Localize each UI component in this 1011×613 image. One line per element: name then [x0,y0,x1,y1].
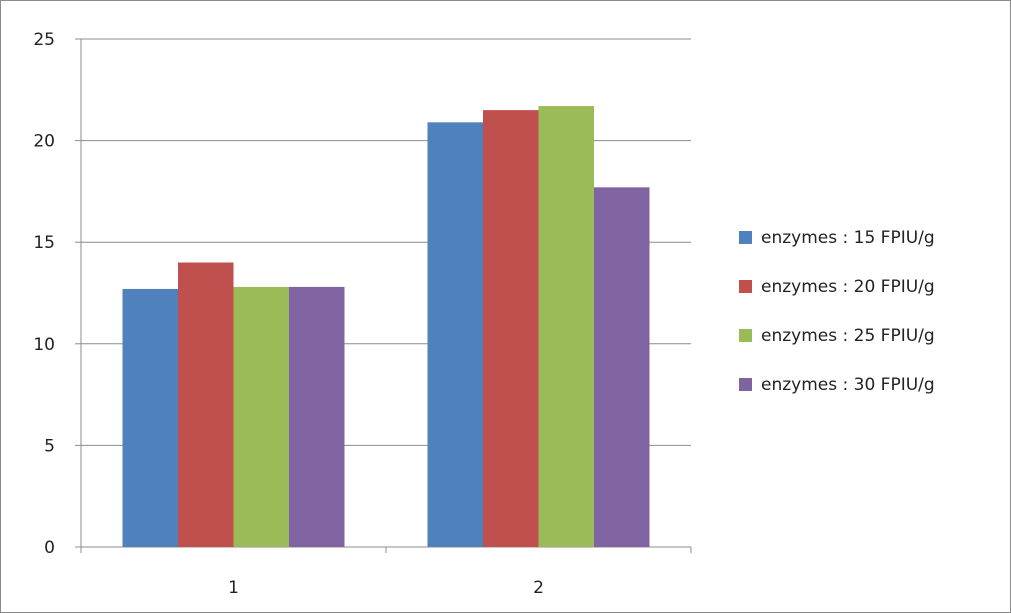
legend: enzymes : 15 FPIU/g enzymes : 20 FPIU/g en… [739,228,935,395]
y-tick-label: 20 [33,132,55,152]
bar-series-1-category-1 [122,288,178,547]
bar-series-1-category-2 [427,122,483,547]
bars [122,106,650,548]
tick-labels: 0 5 10 15 20 25 1 2 [33,30,544,598]
legend-swatch-1 [739,231,752,244]
bar-series-4-category-2 [594,187,650,547]
y-tick-label: 0 [44,538,55,558]
legend-label-1: enzymes : 15 FPIU/g [761,228,935,248]
y-tick-label: 15 [33,233,55,253]
y-tick-label: 5 [44,436,55,456]
x-tick-label: 2 [533,578,544,598]
legend-swatch-2 [739,280,752,293]
bar-series-4-category-1 [289,286,345,547]
legend-label-4: enzymes : 30 FPIU/g [761,375,935,395]
y-tick-label: 25 [33,30,55,50]
x-tick-label: 1 [228,578,239,598]
bar-series-3-category-1 [233,286,289,547]
legend-label-3: enzymes : 25 FPIU/g [761,326,935,346]
legend-swatch-4 [739,378,752,391]
y-tick-label: 10 [33,335,55,355]
legend-swatch-3 [739,329,752,342]
legend-label-2: enzymes : 20 FPIU/g [761,277,935,297]
bar-series-2-category-2 [483,110,539,548]
bar-series-2-category-1 [178,262,234,547]
bar-series-3-category-2 [538,106,594,547]
